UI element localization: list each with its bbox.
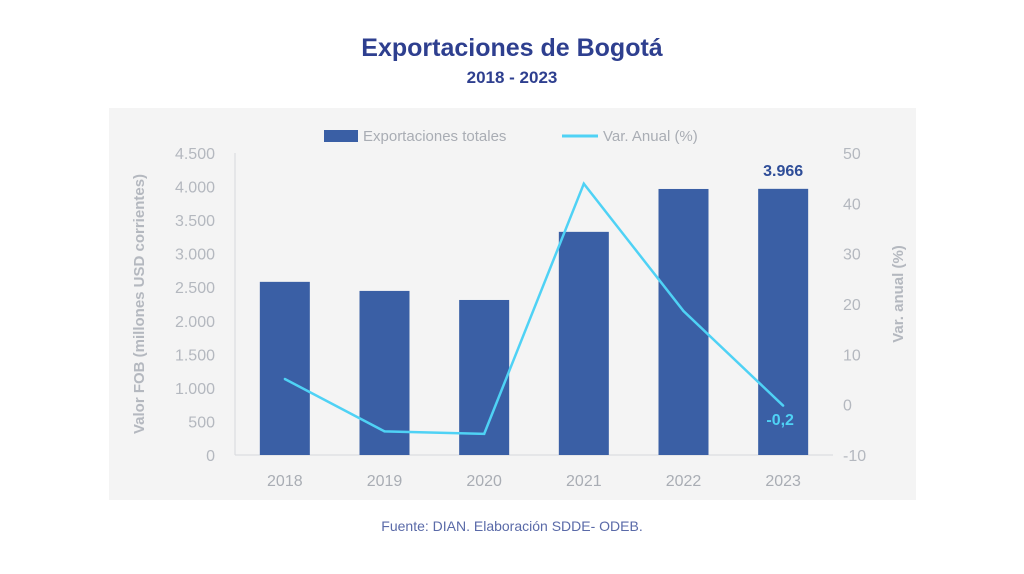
- y-tick-label: 1.500: [175, 347, 215, 364]
- y2-axis-title: Var. anual (%): [890, 245, 907, 343]
- y2-tick-label: 30: [843, 247, 861, 264]
- legend-bar-swatch: [324, 130, 358, 142]
- chart-subtitle: 2018 - 2023: [466, 68, 558, 87]
- legend-label-bars: Exportaciones totales: [363, 128, 506, 145]
- y-tick-label: 1.000: [175, 381, 215, 398]
- x-tick-label: 2020: [466, 473, 502, 490]
- bar-2018: [259, 281, 310, 455]
- bar-2019: [359, 290, 410, 455]
- data-label-line-2023: -0,2: [766, 412, 794, 429]
- y-tick-label: 3.500: [175, 213, 215, 230]
- x-tick-label: 2019: [367, 473, 403, 490]
- y-tick-label: 3.000: [175, 247, 215, 264]
- y2-tick-label: 40: [843, 196, 861, 213]
- x-tick-label: 2023: [765, 473, 801, 490]
- bar-2020: [459, 299, 510, 455]
- y-tick-label: 0: [206, 448, 215, 465]
- line-point-2022: [682, 309, 685, 313]
- y-tick-label: 2.500: [175, 280, 215, 297]
- bar-2023: [758, 188, 809, 455]
- x-tick-label: 2022: [666, 473, 702, 490]
- line-point-2023: [781, 404, 785, 407]
- line-point-2018: [283, 377, 287, 381]
- y-tick-label: 500: [188, 414, 215, 431]
- y2-tick-label: -10: [843, 448, 866, 465]
- y2-tick-label: 0: [843, 398, 852, 415]
- y-tick-label: 4.000: [175, 180, 215, 197]
- bar-2021: [558, 231, 609, 455]
- bar-2022: [658, 188, 709, 455]
- y-axis-title: Valor FOB (millones USD corrientes): [131, 174, 148, 434]
- line-point-2020: [482, 432, 486, 436]
- line-var-anual: [284, 181, 785, 436]
- x-tick-label: 2021: [566, 473, 602, 490]
- y2-tick-label: 10: [843, 347, 861, 364]
- y-tick-label: 4.500: [175, 146, 215, 163]
- line-point-2019: [383, 430, 386, 433]
- y2-tick-label: 20: [843, 297, 861, 314]
- line-point-2021: [582, 182, 586, 185]
- y2-tick-label: 50: [843, 146, 861, 163]
- x-tick-label: 2018: [267, 473, 303, 490]
- chart-title: Exportaciones de Bogotá: [361, 34, 663, 62]
- source-note: Fuente: DIAN. Elaboración SDDE- ODEB.: [381, 518, 643, 534]
- y-tick-label: 2.000: [175, 314, 215, 331]
- data-label-bar-2023: 3.966: [763, 163, 803, 180]
- legend-label-line: Var. Anual (%): [603, 128, 698, 145]
